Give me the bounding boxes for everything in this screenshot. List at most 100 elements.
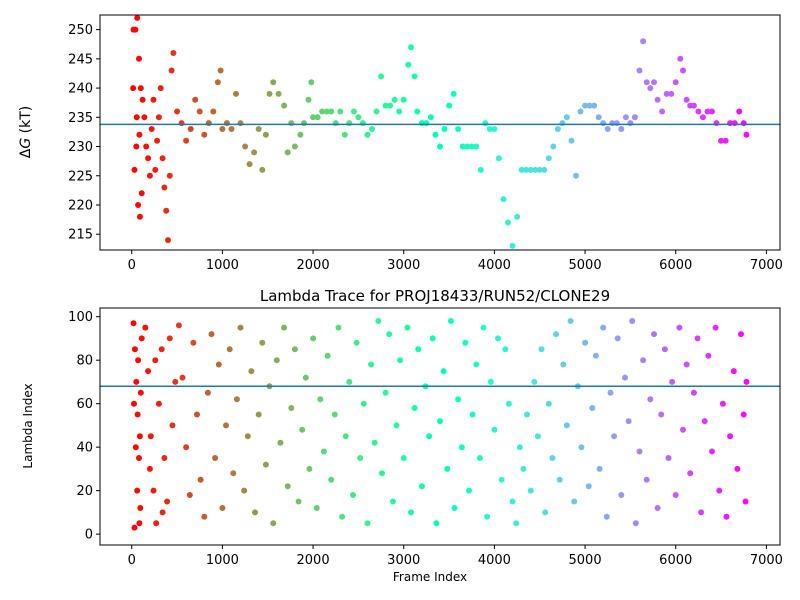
data-point	[396, 108, 403, 115]
data-point	[201, 131, 208, 138]
y-tick-label: 20	[76, 484, 93, 499]
data-point	[364, 520, 371, 527]
data-point	[131, 346, 138, 353]
data-point	[201, 513, 208, 520]
data-point	[226, 346, 233, 353]
data-point	[545, 400, 552, 407]
data-point	[183, 444, 190, 451]
data-point	[305, 96, 312, 103]
data-point	[554, 126, 561, 132]
lambda-x-ticks: 0 1000 2000 3000 4000 5000 6000 7000	[128, 545, 783, 568]
data-point	[255, 411, 262, 418]
data-point	[359, 120, 366, 127]
data-point	[166, 335, 173, 342]
data-point	[355, 114, 362, 121]
data-point	[455, 396, 462, 403]
y-tick-label: 235	[68, 111, 93, 126]
data-point	[468, 143, 475, 150]
data-point	[233, 396, 240, 403]
data-point	[393, 422, 400, 429]
delta-g-panel: 0 1000 2000 3000 4000 5000 6000 7000 2152202252…	[18, 14, 783, 273]
data-point	[237, 324, 244, 331]
x-tick-label: 1000	[206, 553, 239, 568]
data-point	[709, 108, 715, 115]
data-point	[135, 202, 142, 208]
lambda-axes-frame	[99, 307, 781, 546]
data-point	[389, 498, 396, 505]
y-tick-label: 220	[68, 198, 93, 213]
data-point	[411, 73, 418, 80]
data-point	[332, 120, 339, 127]
data-point	[513, 520, 520, 527]
data-point	[281, 102, 288, 109]
data-point	[429, 335, 436, 342]
lambda-y-axis-label: Lambda Index	[21, 383, 35, 468]
data-point	[284, 483, 291, 490]
data-point	[614, 335, 621, 342]
data-point	[582, 102, 589, 109]
data-point	[538, 346, 545, 353]
data-point	[159, 155, 166, 162]
data-point	[154, 137, 161, 144]
data-point	[244, 433, 251, 440]
data-point	[719, 400, 726, 407]
data-point	[174, 108, 181, 115]
data-point	[131, 166, 138, 173]
data-point	[246, 161, 253, 168]
data-point	[643, 79, 650, 86]
data-point	[669, 378, 676, 385]
data-point	[400, 96, 407, 103]
data-point	[204, 389, 211, 396]
data-point	[205, 120, 212, 127]
data-point	[172, 378, 179, 385]
delta-g-x-ticks: 0 1000 2000 3000 4000 5000 6000 7000	[128, 250, 783, 273]
data-point	[131, 524, 138, 531]
data-point	[328, 108, 335, 115]
data-point	[654, 505, 661, 511]
data-point	[208, 331, 215, 338]
data-point	[297, 131, 304, 138]
data-point	[143, 143, 150, 150]
data-point	[427, 114, 434, 121]
data-point	[387, 102, 394, 109]
data-point	[563, 114, 570, 121]
data-point	[520, 465, 527, 472]
data-point	[158, 346, 165, 353]
data-point	[369, 126, 375, 132]
data-point	[375, 318, 382, 324]
data-point	[690, 389, 697, 396]
data-point	[157, 85, 164, 92]
data-point	[132, 26, 139, 33]
data-point	[464, 143, 471, 150]
data-point	[514, 213, 521, 220]
data-point	[291, 346, 298, 353]
data-point	[150, 487, 157, 494]
data-point	[137, 85, 144, 92]
data-point	[556, 476, 563, 483]
data-point	[534, 433, 541, 440]
data-point	[613, 120, 620, 127]
data-point	[391, 96, 398, 103]
data-point	[196, 108, 203, 115]
y-tick-label: 100	[68, 310, 93, 325]
data-point	[165, 237, 171, 244]
data-point	[640, 38, 647, 45]
data-point	[169, 422, 176, 429]
data-point	[663, 90, 670, 97]
delta-g-axes-frame	[99, 14, 781, 251]
data-point	[382, 102, 389, 109]
data-point	[382, 389, 389, 396]
data-point	[323, 108, 330, 115]
data-point	[495, 335, 501, 342]
data-point	[698, 509, 705, 516]
data-point	[582, 339, 589, 346]
data-point	[731, 120, 738, 127]
data-point	[586, 102, 593, 109]
data-point	[462, 339, 469, 346]
data-point	[659, 108, 666, 115]
data-point	[459, 143, 466, 150]
data-point	[491, 426, 498, 433]
data-point	[716, 487, 723, 494]
data-point	[676, 324, 683, 331]
data-point	[531, 378, 538, 385]
